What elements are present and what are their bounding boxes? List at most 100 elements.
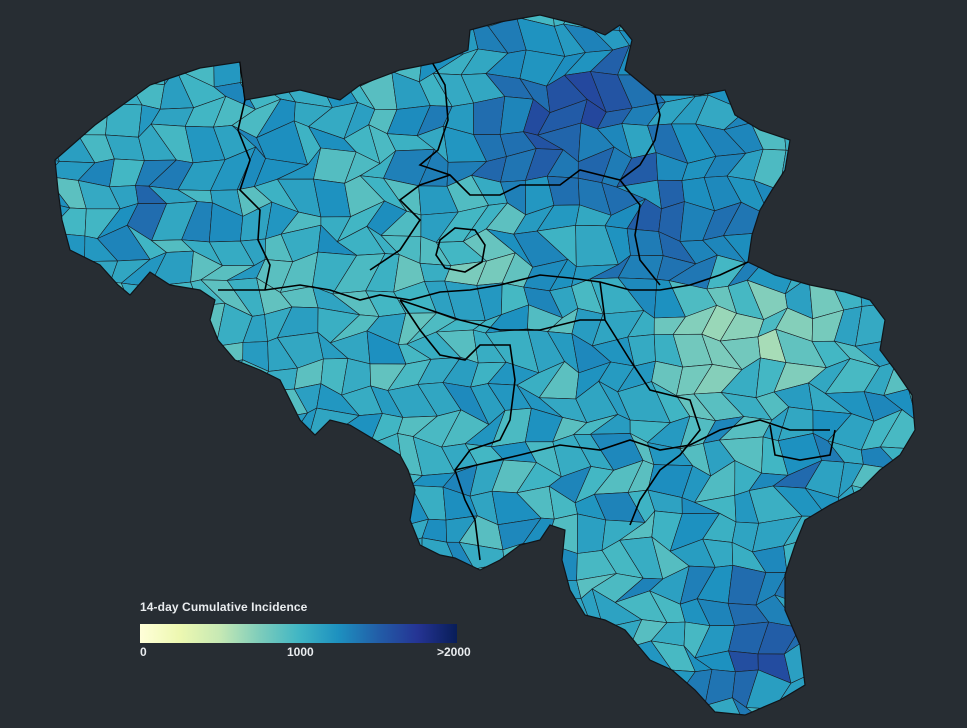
municipality-region[interactable] bbox=[473, 96, 506, 135]
municipality-region[interactable] bbox=[488, 702, 540, 728]
municipality-region[interactable] bbox=[932, 646, 967, 679]
municipality-region[interactable] bbox=[959, 200, 967, 241]
municipality-region[interactable] bbox=[942, 593, 967, 627]
municipality-region[interactable] bbox=[936, 148, 967, 186]
municipality-region[interactable] bbox=[573, 676, 609, 710]
municipality-region[interactable] bbox=[129, 29, 168, 61]
municipality-region[interactable] bbox=[387, 537, 423, 577]
municipality-region[interactable] bbox=[415, 0, 457, 36]
municipality-region[interactable] bbox=[887, 260, 921, 295]
municipality-region[interactable] bbox=[224, 408, 266, 444]
municipality-region[interactable] bbox=[312, 677, 354, 706]
municipality-region[interactable] bbox=[836, 53, 878, 78]
municipality-region[interactable] bbox=[157, 465, 191, 503]
municipality-region[interactable] bbox=[929, 329, 967, 364]
municipality-region[interactable] bbox=[96, 540, 141, 574]
municipality-region[interactable] bbox=[59, 4, 88, 35]
municipality-region[interactable] bbox=[523, 615, 554, 653]
municipality-region[interactable] bbox=[163, 407, 204, 451]
municipality-region[interactable] bbox=[366, 488, 410, 525]
municipality-region[interactable] bbox=[589, 703, 647, 728]
municipality-region[interactable] bbox=[73, 260, 119, 283]
municipality-region[interactable] bbox=[202, 516, 253, 551]
municipality-region[interactable] bbox=[495, 614, 537, 652]
municipality-region[interactable] bbox=[79, 70, 109, 105]
municipality-region[interactable] bbox=[182, 0, 224, 36]
municipality-region[interactable] bbox=[745, 707, 788, 723]
municipality-region[interactable] bbox=[540, 579, 582, 601]
municipality-region[interactable] bbox=[626, 228, 664, 257]
municipality-region[interactable] bbox=[148, 331, 188, 361]
municipality-region[interactable] bbox=[54, 277, 91, 316]
municipality-region[interactable] bbox=[129, 410, 175, 451]
municipality-region[interactable] bbox=[265, 485, 305, 527]
municipality-region[interactable] bbox=[109, 490, 150, 523]
municipality-region[interactable] bbox=[120, 282, 167, 318]
municipality-region[interactable] bbox=[908, 18, 949, 49]
municipality-region[interactable] bbox=[70, 702, 124, 728]
municipality-region[interactable] bbox=[929, 307, 967, 337]
municipality-region[interactable] bbox=[883, 487, 918, 525]
municipality-region[interactable] bbox=[342, 470, 383, 499]
municipality-region[interactable] bbox=[956, 566, 967, 603]
municipality-region[interactable] bbox=[253, 510, 305, 552]
municipality-region[interactable] bbox=[852, 200, 902, 240]
municipality-region[interactable] bbox=[225, 433, 272, 477]
municipality-region[interactable] bbox=[934, 124, 967, 150]
municipality-region[interactable] bbox=[288, 671, 334, 706]
municipality-region[interactable] bbox=[668, 58, 715, 85]
municipality-region[interactable] bbox=[31, 411, 65, 448]
municipality-region[interactable] bbox=[934, 104, 966, 130]
municipality-region[interactable] bbox=[240, 55, 276, 86]
municipality-region[interactable] bbox=[864, 172, 902, 204]
municipality-region[interactable] bbox=[652, 669, 696, 711]
municipality-region[interactable] bbox=[805, 539, 853, 582]
municipality-region[interactable] bbox=[30, 120, 60, 162]
municipality-region[interactable] bbox=[49, 679, 93, 710]
municipality-region[interactable] bbox=[381, 23, 423, 57]
municipality-region[interactable] bbox=[316, 24, 360, 55]
municipality-region[interactable] bbox=[261, 49, 296, 86]
municipality-region[interactable] bbox=[762, 209, 789, 236]
municipality-region[interactable] bbox=[82, 354, 116, 391]
municipality-region[interactable] bbox=[22, 539, 71, 582]
municipality-region[interactable] bbox=[100, 628, 141, 659]
municipality-region[interactable] bbox=[104, 331, 147, 365]
municipality-region[interactable] bbox=[45, 415, 88, 448]
municipality-region[interactable] bbox=[823, 175, 867, 211]
municipality-region[interactable] bbox=[111, 597, 141, 634]
municipality-region[interactable] bbox=[29, 0, 69, 30]
municipality-region[interactable] bbox=[875, 644, 927, 685]
municipality-region[interactable] bbox=[292, 539, 324, 570]
municipality-region[interactable] bbox=[601, 646, 636, 684]
municipality-region[interactable] bbox=[174, 571, 227, 599]
municipality-region[interactable] bbox=[726, 77, 771, 112]
municipality-region[interactable] bbox=[17, 46, 63, 79]
municipality-region[interactable] bbox=[363, 702, 409, 728]
municipality-region[interactable] bbox=[122, 387, 175, 414]
municipality-region[interactable] bbox=[304, 484, 345, 529]
municipality-region[interactable] bbox=[853, 562, 903, 604]
municipality-region[interactable] bbox=[779, 189, 826, 211]
municipality-region[interactable] bbox=[883, 388, 917, 422]
municipality-region[interactable] bbox=[381, 0, 422, 36]
municipality-region[interactable] bbox=[229, 677, 273, 708]
municipality-region[interactable] bbox=[34, 707, 65, 725]
municipality-region[interactable] bbox=[960, 518, 967, 552]
municipality-region[interactable] bbox=[812, 224, 852, 259]
municipality-region[interactable] bbox=[672, 701, 711, 725]
municipality-region[interactable] bbox=[879, 519, 917, 554]
municipality-region[interactable] bbox=[562, 642, 609, 684]
municipality-region[interactable] bbox=[805, 48, 843, 74]
municipality-region[interactable] bbox=[646, 23, 695, 61]
municipality-region[interactable] bbox=[762, 232, 799, 266]
municipality-region[interactable] bbox=[859, 43, 899, 86]
municipality-region[interactable] bbox=[645, 0, 688, 34]
municipality-region[interactable] bbox=[848, 630, 894, 659]
municipality-region[interactable] bbox=[28, 277, 73, 314]
municipality-region[interactable] bbox=[854, 17, 899, 55]
municipality-region[interactable] bbox=[331, 433, 383, 478]
municipality-region[interactable] bbox=[488, 680, 528, 704]
municipality-region[interactable] bbox=[809, 146, 848, 191]
municipality-region[interactable] bbox=[940, 0, 967, 21]
